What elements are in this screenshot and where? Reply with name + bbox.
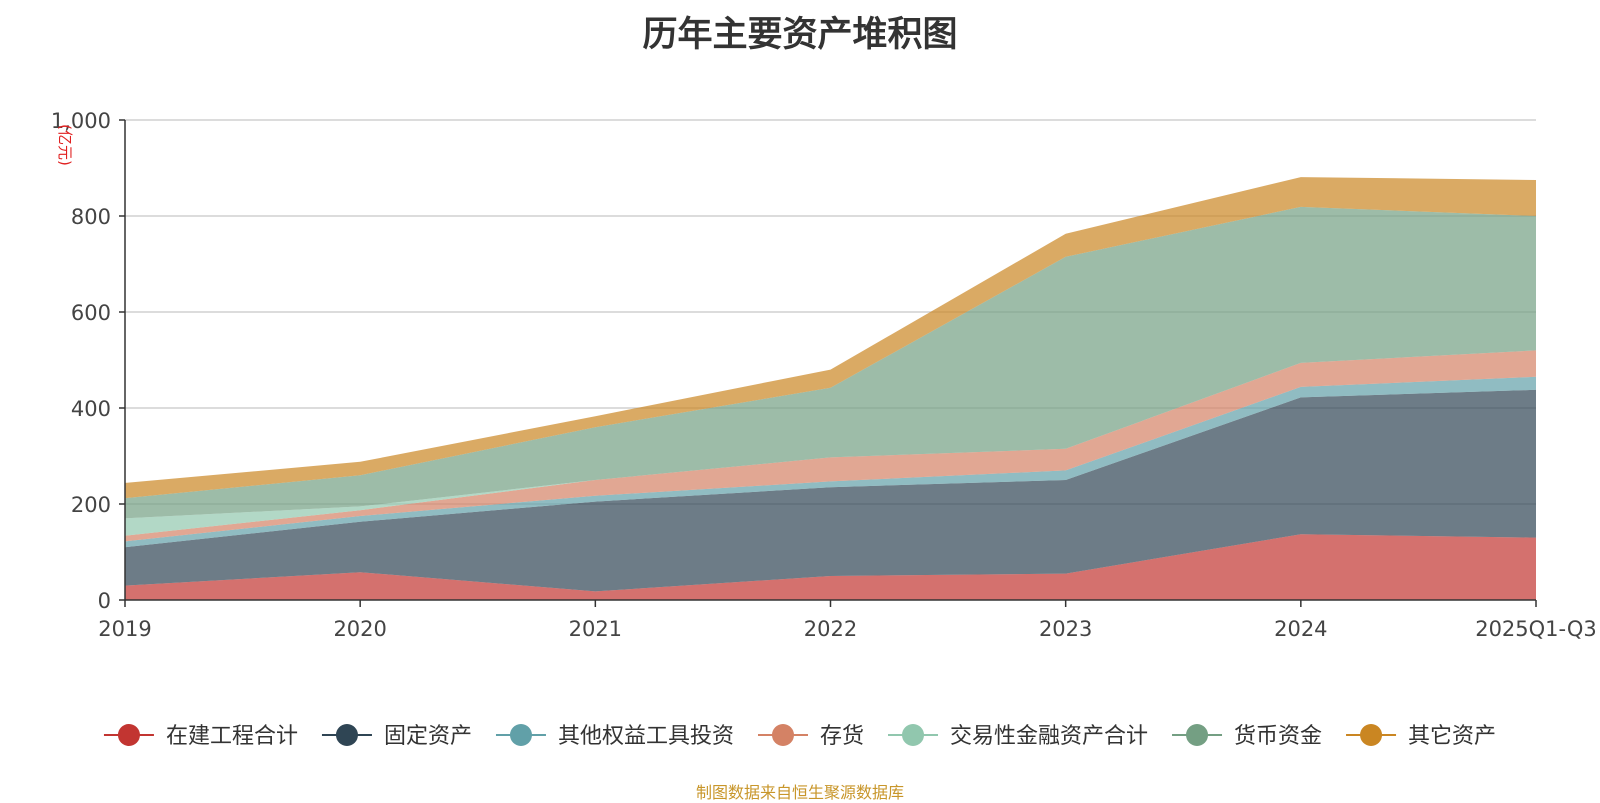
x-tick-label: 2020: [333, 617, 386, 641]
legend-circle-marker: [1186, 724, 1209, 746]
legend-item-6[interactable]: 货币资金: [1172, 724, 1322, 749]
legend-item-5[interactable]: 交易性金融资产合计: [888, 724, 1148, 749]
legend-circle-marker: [117, 724, 140, 746]
area-series-1: [125, 534, 1536, 600]
legend-item-7[interactable]: 其它资产: [1346, 724, 1496, 749]
area-series-2: [125, 389, 1536, 592]
y-tick-label: 1,000: [51, 109, 111, 133]
y-tick-label: 600: [71, 301, 111, 325]
source-note: 制图数据来自恒生聚源数据库: [695, 783, 904, 802]
legend-circle-marker: [509, 724, 532, 746]
area-series-3: [125, 376, 1536, 548]
legend-label: 其他权益工具投资: [558, 724, 734, 749]
area-series-5: [125, 350, 1536, 536]
area-series: [125, 177, 1536, 600]
legend: 在建工程合计 固定资产 其他权益工具投资 存货 交易性金融资产合计 货币资金 其它资产: [103, 724, 1496, 749]
axes: 0 200 400 600 800 1,000 2019 2020 2021 2022 2023 20…: [51, 109, 1597, 641]
x-tick-label: 2019: [98, 617, 151, 641]
y-tick-label: 400: [71, 397, 111, 421]
legend-label: 交易性金融资产合计: [950, 724, 1148, 749]
y-axis-unit-label: (亿元): [56, 124, 74, 166]
legend-label: 货币资金: [1234, 724, 1322, 749]
x-tick-label: 2023: [1039, 617, 1092, 641]
legend-circle-marker: [335, 724, 358, 746]
x-tick-label: 2024: [1274, 617, 1327, 641]
y-tick-label: 800: [71, 205, 111, 229]
chart-title: 历年主要资产堆积图: [642, 15, 958, 55]
area-series-6: [125, 206, 1536, 519]
legend-label: 固定资产: [384, 724, 472, 749]
legend-label: 存货: [820, 724, 864, 749]
y-tick-label: 0: [98, 589, 111, 613]
legend-label: 其它资产: [1408, 724, 1496, 749]
legend-label: 在建工程合计: [166, 724, 298, 749]
legend-circle-marker: [771, 724, 794, 746]
legend-item-2[interactable]: 固定资产: [321, 724, 472, 749]
legend-circle-marker: [1360, 724, 1383, 746]
legend-item-3[interactable]: 其他权益工具投资: [495, 724, 734, 749]
legend-item-4[interactable]: 存货: [757, 724, 864, 749]
x-tick-label: 2025Q1-Q3: [1475, 617, 1597, 641]
y-tick-label: 200: [71, 493, 111, 517]
x-tick-label: 2021: [569, 617, 622, 641]
x-tick-label: 2022: [804, 617, 857, 641]
legend-circle-marker: [902, 724, 925, 746]
area-series-7: [125, 177, 1536, 499]
legend-item-1[interactable]: 在建工程合计: [103, 724, 298, 749]
area-series-4: [125, 350, 1536, 542]
